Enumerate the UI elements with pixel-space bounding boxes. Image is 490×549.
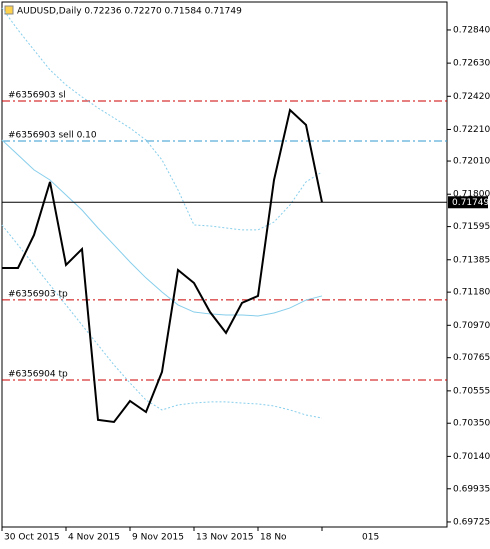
x-tick-label: 9 Nov 2015 <box>132 533 184 543</box>
y-tick-label: 0.72630 <box>453 59 490 69</box>
x-tick-label: 13 Nov 2015 <box>196 533 254 543</box>
y-tick-label: 0.72010 <box>453 157 490 167</box>
series-line <box>2 108 323 424</box>
series-line <box>1 7 323 231</box>
y-tick-label: 0.71385 <box>453 255 490 265</box>
y-tick-label: 0.72840 <box>453 25 490 35</box>
x-tick-label: 015 <box>362 533 379 543</box>
x-tick-label: 18 No <box>260 533 287 543</box>
y-tick-label: 0.72210 <box>453 125 490 135</box>
chart-title: AUDUSD,Daily 0.72236 0.72270 0.71584 0.7… <box>17 7 242 17</box>
current-price-box <box>448 196 488 209</box>
current-price-label: 0.71749 <box>452 198 489 208</box>
y-tick-label: 0.70970 <box>453 321 490 331</box>
y-tick-label: 0.70765 <box>453 353 490 363</box>
y-tick-label: 0.70140 <box>453 452 490 462</box>
y-tick-label: 0.72420 <box>453 92 490 102</box>
y-tick-label: 0.70350 <box>453 419 490 429</box>
chart-icon <box>4 5 14 15</box>
y-tick-label: 0.69725 <box>453 517 490 527</box>
order-label: #6356904 tp <box>8 369 68 379</box>
x-tick-label: 30 Oct 2015 <box>4 533 60 543</box>
y-tick-label: 0.71595 <box>453 222 490 232</box>
y-tick-label: 0.69935 <box>453 484 490 494</box>
plot-frame <box>1 1 448 528</box>
y-tick-label: 0.70555 <box>453 386 490 396</box>
series-line <box>1 224 323 419</box>
order-label: #6356903 sl <box>8 91 66 101</box>
order-label: #6356903 tp <box>8 289 68 299</box>
series-line <box>1 139 323 317</box>
y-tick-label: 0.71800 <box>453 190 490 200</box>
x-tick-label: 4 Nov 2015 <box>68 533 120 543</box>
y-tick-label: 0.71180 <box>453 288 490 298</box>
order-label: #6356903 sell 0.10 <box>8 130 97 140</box>
